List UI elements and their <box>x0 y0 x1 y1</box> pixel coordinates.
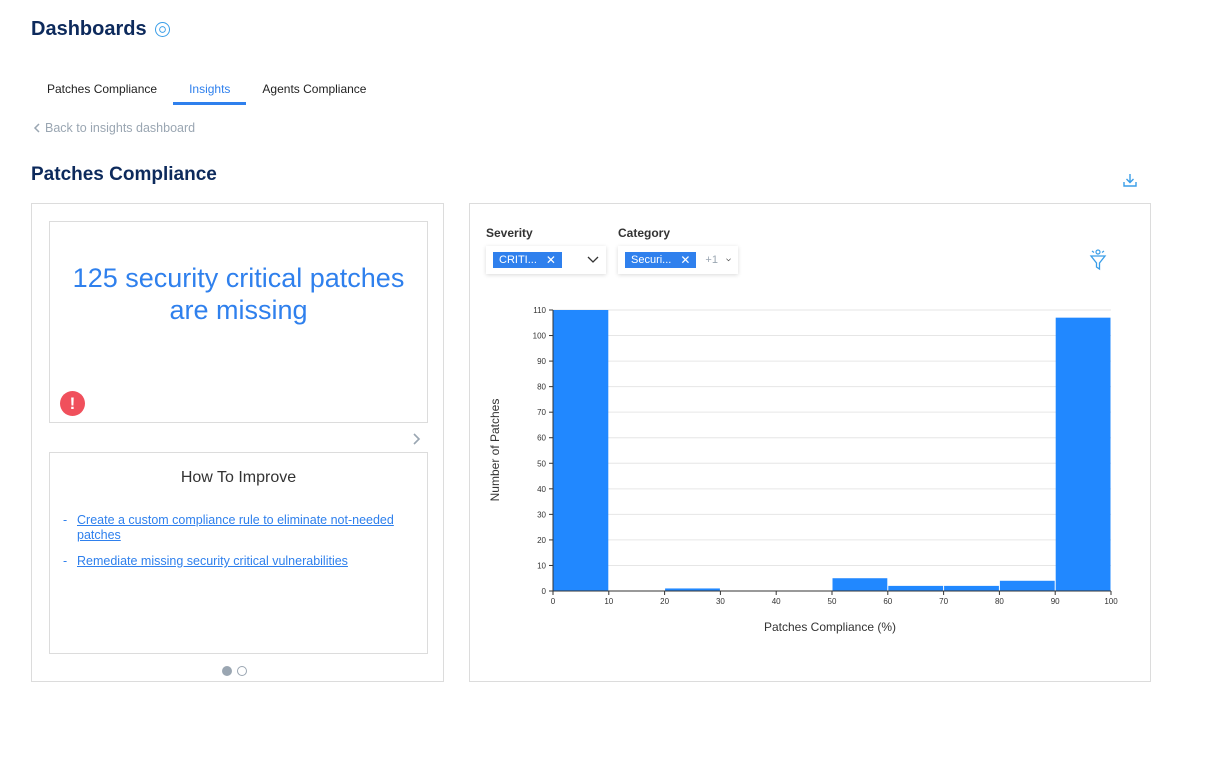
close-icon[interactable]: ✕ <box>545 253 556 267</box>
category-chip: Securi... ✕ <box>625 252 697 268</box>
x-tick-label: 70 <box>939 597 948 606</box>
create-compliance-rule-link[interactable]: Create a custom compliance rule to elimi… <box>77 513 394 542</box>
category-chip-label: Securi... <box>631 254 672 266</box>
chevron-left-icon <box>33 123 40 133</box>
chevron-down-icon[interactable] <box>726 256 731 264</box>
histogram-bar <box>944 585 999 591</box>
y-tick-label: 0 <box>542 587 547 596</box>
funnel-filter-icon[interactable] <box>1088 248 1108 272</box>
tab-agents-compliance[interactable]: Agents Compliance <box>262 82 367 96</box>
y-tick-label: 50 <box>537 459 546 468</box>
axes: 0 10 20 30 40 50 60 70 80 90 100 110 0 10 20 30 40 50 60 70… <box>533 306 1119 606</box>
severity-select[interactable]: CRITI... ✕ <box>486 246 606 274</box>
bars <box>553 310 1111 591</box>
category-filter: Category Securi... ✕ +1 <box>618 226 738 274</box>
download-icon[interactable] <box>1122 172 1138 188</box>
y-tick-label: 20 <box>537 536 546 545</box>
remediate-vulnerabilities-link[interactable]: Remediate missing security critical vuln… <box>77 554 348 568</box>
histogram-bar <box>832 578 888 591</box>
list-item: - Create a custom compliance rule to elim… <box>63 513 408 543</box>
severity-filter: Severity CRITI... ✕ <box>486 226 606 274</box>
page-title: Dashboards <box>31 18 170 41</box>
section-title: Patches Compliance <box>31 164 217 185</box>
insight-card: 125 security critical patches are missin… <box>49 221 428 423</box>
x-tick-label: 90 <box>1051 597 1060 606</box>
y-tick-label: 60 <box>537 434 546 443</box>
x-tick-label: 30 <box>716 597 725 606</box>
how-to-improve-title: How To Improve <box>180 469 297 486</box>
histogram-bar <box>999 580 1055 591</box>
category-filter-label: Category <box>618 226 671 240</box>
x-tick-label: 40 <box>772 597 781 606</box>
y-tick-label: 40 <box>537 485 546 494</box>
chart-panel: Severity CRITI... ✕ Category Securi... ✕… <box>469 203 1151 682</box>
x-tick-label: 50 <box>828 597 837 606</box>
y-tick-label: 90 <box>537 357 546 366</box>
insight-text: 125 security critical patches are missin… <box>72 263 405 325</box>
x-tick-label: 10 <box>604 597 613 606</box>
x-tick-label: 0 <box>551 597 556 606</box>
more-count: +1 <box>705 254 718 266</box>
y-tick-label: 80 <box>537 383 546 392</box>
carousel-dot-2[interactable] <box>237 666 247 676</box>
category-select[interactable]: Securi... ✕ +1 <box>618 246 738 274</box>
histogram-bar <box>888 585 944 591</box>
histogram-bar <box>665 588 720 591</box>
insights-panel: 125 security critical patches are missin… <box>31 203 444 682</box>
y-tick-label: 100 <box>533 332 547 341</box>
y-axis-label: Number of Patches <box>488 399 502 502</box>
close-icon[interactable]: ✕ <box>680 253 691 267</box>
list-dash: - <box>63 513 68 527</box>
severity-chip: CRITI... ✕ <box>493 252 562 268</box>
exclamation-icon: ! <box>60 391 85 416</box>
back-link-label: Back to insights dashboard <box>45 121 196 135</box>
list-dash: - <box>63 554 68 568</box>
info-icon[interactable] <box>154 22 170 37</box>
tab-bar: Patches Compliance Insights Agents Compl… <box>31 78 382 105</box>
y-tick-label: 30 <box>537 510 546 519</box>
y-tick-label: 110 <box>533 306 546 315</box>
chevron-right-icon[interactable] <box>411 432 423 446</box>
histogram-chart: 0 10 20 30 40 50 60 70 80 90 100 110 0 10 20 30 40 50 60 70… <box>488 306 1119 634</box>
histogram-bar <box>553 310 609 591</box>
how-to-improve-card: How To Improve - Create a custom complian… <box>49 452 428 654</box>
y-tick-label: 70 <box>537 408 546 417</box>
x-tick-label: 100 <box>1104 597 1118 606</box>
severity-chip-label: CRITI... <box>499 254 537 266</box>
tab-insights[interactable]: Insights <box>173 78 247 105</box>
histogram-bar <box>1055 317 1111 591</box>
page-title-text: Dashboards <box>31 18 147 40</box>
back-link[interactable]: Back to insights dashboard <box>33 121 195 135</box>
improve-list: - Create a custom compliance rule to elim… <box>63 513 408 580</box>
carousel-dots <box>222 666 252 676</box>
severity-filter-label: Severity <box>486 226 533 240</box>
chevron-down-icon[interactable] <box>587 256 599 264</box>
y-tick-label: 10 <box>537 561 546 570</box>
grid-lines <box>553 309 1111 566</box>
x-tick-label: 60 <box>883 597 892 606</box>
list-item: - Remediate missing security critical vul… <box>63 554 408 569</box>
x-tick-label: 80 <box>995 597 1004 606</box>
x-axis-label: Patches Compliance (%) <box>764 620 896 634</box>
carousel-dot-1[interactable] <box>222 666 232 676</box>
x-tick-label: 20 <box>660 597 669 606</box>
tab-patches-compliance[interactable]: Patches Compliance <box>47 82 158 96</box>
